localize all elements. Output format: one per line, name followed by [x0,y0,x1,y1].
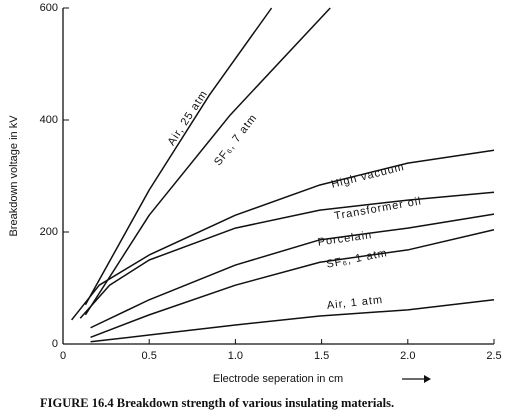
curve [90,299,495,343]
curve-label: SF₆, 1 atm [325,247,388,271]
x-tick-label: 2.5 [486,350,501,362]
caption: FIGURE 16.4 Breakdown strength of variou… [40,396,394,410]
x-tick-label: 1.5 [314,350,329,362]
arrow [402,375,431,383]
curve-label: SF₆, 7 atm [212,112,260,168]
y-tick-label: 600 [40,2,58,14]
x-tick-label: 2.0 [400,350,415,362]
y-tick-label: 200 [40,226,58,238]
curve [84,7,273,306]
curve-label: Air, 25 atm [166,88,211,148]
curve [90,213,495,329]
curve [79,191,495,319]
curve [71,149,495,321]
y-axis-label: Breakdown voltage in kV [8,115,20,237]
y-tick-label: 0 [52,338,58,350]
curve-label: Transformer oil [333,195,422,222]
curve [84,7,331,316]
x-tick-label: 1.0 [228,350,243,362]
y-tick-label: 400 [40,114,58,126]
x-axis-label: Electrode seperation in cm [213,373,343,385]
curve-label: Air, 1 atm [326,294,383,312]
x-tick-label: 0 [60,350,66,362]
curve-label: High vacuum [330,161,406,191]
x-tick-label: 0.5 [142,350,157,362]
curve [90,229,495,338]
curve-label: Porcelain [317,229,373,249]
